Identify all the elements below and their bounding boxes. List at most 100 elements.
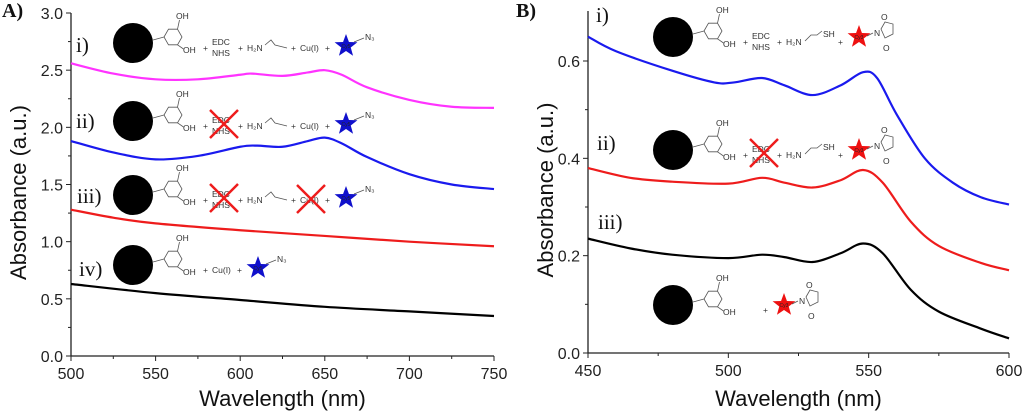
cysteamine-label: H₂N xyxy=(786,150,802,160)
x-tick-label: 450 xyxy=(575,363,602,380)
hydroxyl-label: OH xyxy=(723,152,736,162)
bond xyxy=(791,300,799,305)
bond xyxy=(177,171,180,182)
x-axis-label: Wavelength (nm) xyxy=(199,386,366,411)
y-tick-label: 0.2 xyxy=(558,249,580,266)
series-line-2 xyxy=(70,136,495,191)
nanoparticle-icon xyxy=(113,175,153,215)
scheme-label: i) xyxy=(596,3,609,27)
bond xyxy=(177,97,180,108)
propargylamine-label: H₂N xyxy=(247,121,263,131)
carbonyl-o-label: O xyxy=(881,125,888,135)
plus-sign: + xyxy=(838,37,843,47)
panel-a: 500 550 600 650 700 750 0.0 0.5 1.0 1.5 2.0 2.5 3.0 W… xyxy=(2,0,507,411)
bond xyxy=(152,258,165,263)
benzene-ring-icon xyxy=(163,180,183,198)
cross-out-icon xyxy=(296,184,326,214)
plus-sign: + xyxy=(238,121,243,131)
plus-sign: + xyxy=(325,195,330,205)
series-line-3 xyxy=(587,237,1010,340)
series-line-3 xyxy=(70,208,495,248)
alkyne-bond-icon xyxy=(264,191,288,201)
cross-out-icon xyxy=(209,183,239,213)
dye-label: Cy5 xyxy=(342,122,351,128)
series-line-1 xyxy=(587,35,1010,206)
x-tick-label: 550 xyxy=(142,366,169,383)
y-tick-label: 0.5 xyxy=(41,292,63,309)
carbonyl-o-label: O xyxy=(883,43,890,53)
dye-label: Cy5 xyxy=(254,266,263,272)
hydroxyl-label: OH xyxy=(716,5,729,15)
plus-sign: + xyxy=(777,150,782,160)
bond xyxy=(692,30,705,35)
bond xyxy=(692,143,705,148)
nanoparticle-icon xyxy=(653,285,693,325)
panel-label: A) xyxy=(2,0,23,22)
dye-star-icon xyxy=(334,112,358,134)
nanoparticle-icon xyxy=(653,17,693,57)
bond xyxy=(717,126,720,137)
scheme-label: iv) xyxy=(79,257,102,281)
maleimide-n-label: N xyxy=(874,28,880,38)
thiol-label: SH xyxy=(823,142,835,152)
carbonyl-o-label: O xyxy=(808,311,815,321)
y-tick-label: 0.0 xyxy=(41,349,63,366)
hydroxyl-label: OH xyxy=(183,123,196,133)
alkyne-bond-icon xyxy=(264,117,288,127)
plus-sign: + xyxy=(203,195,208,205)
scheme-label: ii) xyxy=(597,131,616,155)
benzene-ring-icon xyxy=(703,290,723,308)
y-tick-label: 0.6 xyxy=(558,54,580,71)
x-tick-label: 600 xyxy=(996,363,1023,380)
panel-b: 450 500 550 600 0.0 0.2 0.4 0.6 Wavelength (nm) A… xyxy=(516,0,1022,411)
y-axis-label: Absorbance (a.u.) xyxy=(533,103,558,278)
dye-star-icon xyxy=(847,138,871,160)
benzene-ring-icon xyxy=(163,28,183,46)
cysteamine-label: H₂N xyxy=(786,37,802,47)
plus-sign: + xyxy=(238,195,243,205)
plus-sign: + xyxy=(777,37,782,47)
benzene-ring-icon xyxy=(703,22,723,40)
x-tick-label: 750 xyxy=(481,366,508,383)
thiol-label: SH xyxy=(823,29,835,39)
dye-star-icon xyxy=(772,293,796,315)
carbonyl-o-label: O xyxy=(881,12,888,22)
bond xyxy=(717,151,724,157)
plus-sign: + xyxy=(325,121,330,131)
azide-label: N₃ xyxy=(365,32,375,42)
hydroxyl-label: OH xyxy=(723,39,736,49)
series-line-1 xyxy=(70,62,495,109)
x-tick-label: 700 xyxy=(396,366,423,383)
bond xyxy=(177,241,180,252)
bond xyxy=(152,36,165,41)
reaction-scheme: iii) OH OH + Cy3 NO O xyxy=(598,210,819,325)
y-tick-label: 1.0 xyxy=(41,235,63,252)
cross-out-icon xyxy=(209,109,239,139)
hydroxyl-label: OH xyxy=(183,197,196,207)
bond xyxy=(717,306,724,312)
bond xyxy=(866,145,874,150)
bond xyxy=(353,189,365,195)
maleimide-ring-icon xyxy=(805,289,819,307)
y-tick-label: 0.0 xyxy=(558,346,580,363)
scheme-label: ii) xyxy=(76,109,95,133)
scheme-label: i) xyxy=(76,33,89,57)
hydroxyl-label: OH xyxy=(183,267,196,277)
x-tick-label: 500 xyxy=(715,363,742,380)
bond xyxy=(353,37,365,43)
y-axis-label: Absorbance (a.u.) xyxy=(6,105,31,280)
dye-label: Cy3 xyxy=(780,303,789,309)
maleimide-n-label: N xyxy=(799,296,805,306)
plus-sign: + xyxy=(743,150,748,160)
panel-label: B) xyxy=(516,0,536,22)
dye-star-icon xyxy=(847,25,871,47)
reaction-scheme: iv) OH OH + Cu(I) + Cy5 N₃ xyxy=(79,233,287,285)
copper-catalyst-label: Cu(I) xyxy=(300,43,319,53)
hydroxyl-label: OH xyxy=(183,45,196,55)
bond xyxy=(177,44,184,50)
nhs-label: NHS xyxy=(212,200,230,210)
azide-label: N₃ xyxy=(365,184,375,194)
series-line-2 xyxy=(587,166,1010,272)
